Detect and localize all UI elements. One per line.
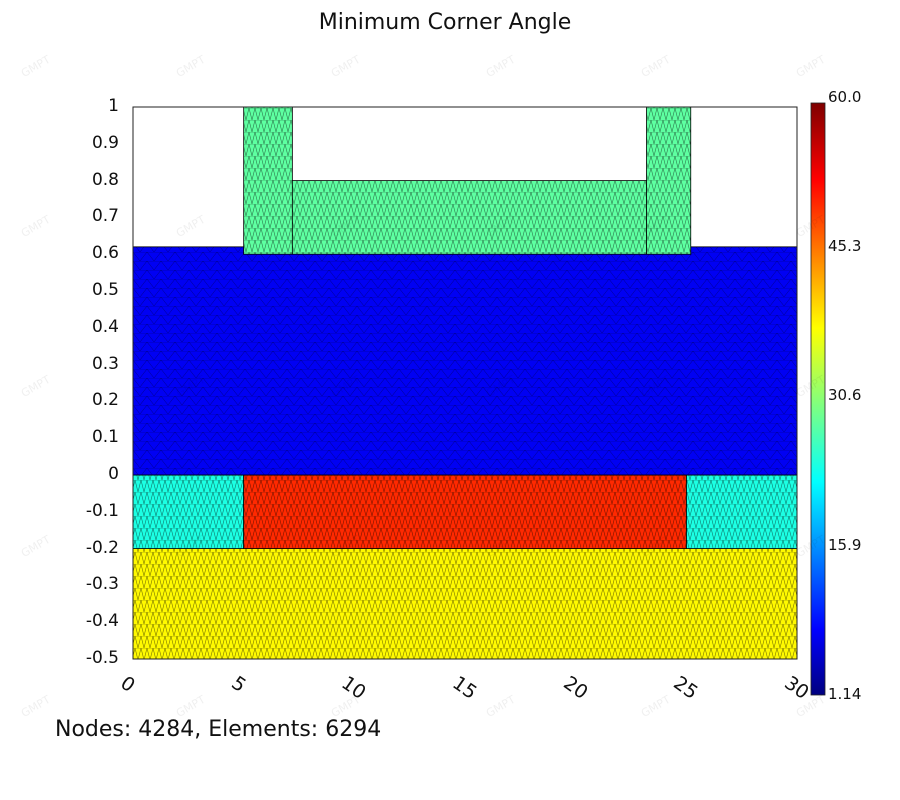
y-tick-label: 0.3 [91, 353, 119, 374]
mesh-lines-4 [133, 246, 797, 475]
colorbar-label-2: 45.3 [828, 237, 862, 255]
mesh-lines-7 [292, 180, 647, 255]
y-tick-label: -0.1 [85, 500, 119, 521]
colorbar-label-3: 30.6 [828, 386, 862, 404]
y-tick-label: -0.2 [85, 537, 119, 558]
mesh-lines-6 [646, 107, 691, 255]
mesh-lines-1 [133, 475, 244, 549]
colorbar-label-max: 60.0 [828, 88, 862, 106]
y-tick-label: 0.8 [91, 169, 119, 190]
mesh-lines-3 [243, 475, 687, 549]
y-tick-label: -0.4 [85, 611, 119, 632]
chart-title: Minimum Corner Angle [318, 10, 572, 35]
y-tick-label: 0.1 [91, 427, 119, 448]
y-tick-label: 0 [108, 464, 119, 484]
y-tick-label: 0.6 [91, 243, 119, 264]
y-tick-label: 0.5 [91, 280, 119, 300]
y-tick-label: -0.5 [85, 648, 119, 668]
colorbar-label-4: 15.9 [828, 536, 862, 554]
y-tick-label: -0.3 [85, 574, 119, 595]
y-tick-label: 0.7 [91, 206, 119, 227]
y-tick-label: 0.2 [91, 390, 119, 411]
mesh-lines-0 [133, 548, 797, 659]
colorbar-label-min: 1.14 [828, 685, 862, 703]
mesh-lines-2 [686, 475, 797, 549]
mesh-stats: Nodes: 4284, Elements: 6294 [55, 717, 382, 742]
colorbar [810, 102, 826, 696]
y-tick-label: 0.9 [91, 132, 119, 153]
plot-frame [132, 106, 798, 660]
mesh-lines-5 [243, 107, 293, 255]
y-tick-label: 0.4 [91, 316, 119, 337]
y-tick-label: 1 [108, 96, 119, 116]
